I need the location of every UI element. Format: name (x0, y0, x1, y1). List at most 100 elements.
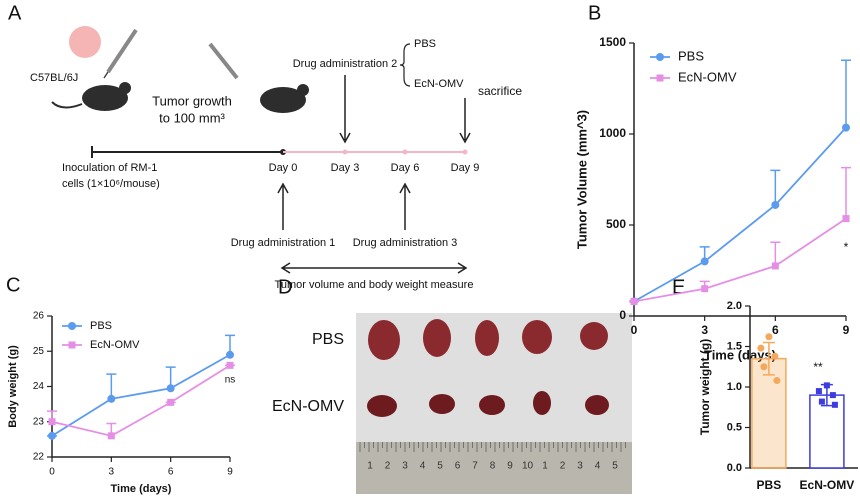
panel-letter: D (278, 276, 292, 298)
data-point (226, 361, 234, 369)
ruler-number: 6 (455, 461, 461, 472)
ruler (356, 442, 632, 494)
tumor (580, 322, 608, 350)
y-tick-label: 0 (619, 308, 626, 322)
y-tick-label: 22 (33, 452, 45, 463)
x-tick-label: PBS (757, 478, 782, 492)
y-axis-label: Tumor Volume (mm^3) (574, 110, 589, 249)
ruler-number: 9 (507, 461, 513, 472)
x-tick-label: 3 (701, 323, 708, 337)
ruler-number: 3 (402, 461, 408, 472)
data-point (226, 350, 234, 359)
y-tick-label: 2.0 (727, 300, 742, 312)
legend-label: EcN-OMV (90, 339, 140, 351)
group: EcN-OMV (414, 78, 464, 90)
measure: Tumor volume and body weight measure (275, 279, 474, 291)
legend-label: PBS (678, 48, 704, 63)
data-point (48, 431, 56, 440)
error-bar (762, 341, 775, 376)
error-bar (770, 241, 781, 266)
annotation: ** (813, 360, 823, 374)
mouse (260, 87, 306, 113)
growth: Tumor growth (152, 93, 232, 108)
day: Day 3 (331, 162, 360, 174)
mouse-head (297, 84, 309, 96)
legend-marker (68, 341, 76, 349)
bar (809, 394, 845, 469)
strain: C57BL/6J (30, 72, 78, 84)
data-point (630, 297, 638, 305)
data-point (765, 333, 773, 341)
y-tick-label: 26 (33, 311, 45, 322)
tumor (475, 320, 499, 356)
ruler-number: 5 (437, 461, 443, 472)
administration: Drug administration 3 (353, 237, 458, 249)
arrow (339, 75, 351, 144)
timeline-dot (342, 149, 348, 155)
axis: 0.0 0.5 1.0 1.5 2.0 Tumor weight (g) (698, 300, 751, 474)
tumor (585, 395, 609, 415)
y-axis-label: Body weight (g) (7, 345, 19, 428)
data-point (107, 432, 115, 440)
panel-letter: B (588, 2, 601, 24)
day: Day 6 (391, 162, 420, 174)
schematic: C57BL/6J Tumor growth to 100 mm³ Inocula… (30, 26, 522, 291)
x-tick-label: 9 (227, 467, 233, 478)
inoculation: cells (1×10⁶/mouse) (62, 178, 160, 190)
tumor (423, 319, 451, 357)
legend-label: EcN-OMV (678, 69, 737, 84)
ruler-number: 2 (560, 461, 566, 472)
mouse-tail (51, 101, 83, 109)
growth: to 100 mm³ (159, 110, 225, 125)
series-line (633, 127, 847, 303)
data-point (773, 377, 781, 385)
error-bar (106, 373, 117, 399)
mouse-head (119, 82, 131, 94)
arrow (399, 182, 411, 230)
inoculation: Inoculation of RM-1 (62, 162, 157, 174)
timeline-dot (462, 149, 468, 155)
y-tick-label: 500 (606, 217, 626, 231)
syringe (106, 28, 138, 74)
y-axis-label: Tumor weight (g) (698, 339, 712, 435)
data-point (842, 215, 850, 223)
annotation: ns (225, 375, 236, 386)
x-axis-label: Time (days) (111, 483, 172, 495)
legend-marker (656, 53, 664, 61)
y-tick-label: 0.0 (727, 462, 742, 474)
x-tick-label: 9 (843, 323, 850, 337)
y-tick-label: 1.0 (727, 381, 742, 393)
ruler-number: 10 (522, 461, 534, 472)
x-tick-label: 3 (109, 467, 115, 478)
tumor (367, 395, 397, 417)
ruler-number: 2 (385, 461, 391, 472)
y-tick-label: 1500 (599, 35, 626, 49)
endpoint: sacrifice (478, 84, 522, 98)
double-arrow (280, 262, 468, 274)
tumor (479, 395, 505, 415)
ruler-number: 4 (420, 461, 426, 472)
data-point (815, 388, 822, 395)
ruler-number: 8 (490, 461, 496, 472)
x-tick-label: 6 (168, 467, 174, 478)
arrow (277, 182, 289, 230)
row-label: PBS (312, 331, 344, 348)
data-point (167, 398, 175, 406)
cells-icon (69, 26, 101, 58)
row-label: EcN-OMV (272, 398, 344, 415)
y-tick-label: 24 (33, 381, 45, 392)
panel-letter: C (6, 274, 20, 296)
axis: 0 500 1000 1500 Tumor Volume (mm^3) (574, 35, 635, 322)
data-point (757, 344, 765, 352)
data-point (818, 398, 825, 405)
series-line (633, 217, 847, 303)
data-point (700, 257, 709, 266)
tumor (429, 394, 455, 414)
tumor (522, 320, 552, 354)
tumor (368, 320, 400, 360)
y-tick-label: 1.5 (727, 340, 742, 352)
data-point (771, 262, 779, 270)
x-tick-label: 0 (49, 467, 55, 478)
data-point (166, 384, 175, 393)
